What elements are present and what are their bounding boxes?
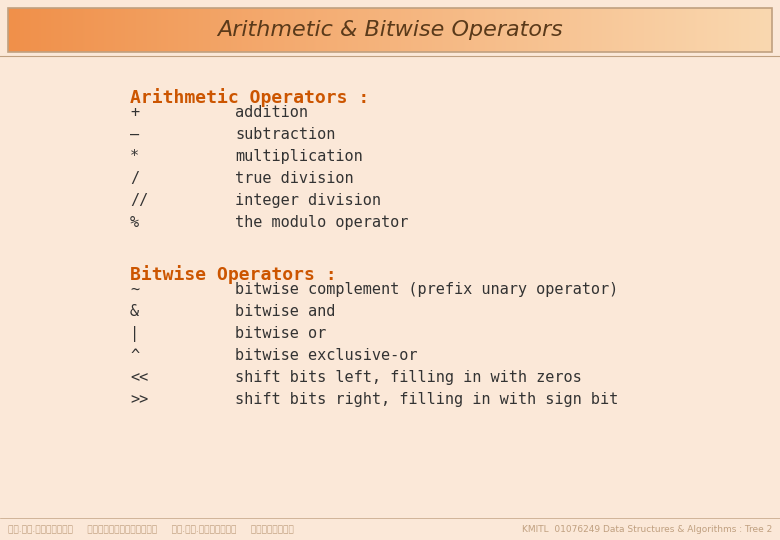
Text: |: | <box>130 326 139 342</box>
Text: –: – <box>130 127 139 142</box>
Text: multiplication: multiplication <box>235 149 363 164</box>
Text: KMITL  01076249 Data Structures & Algorithms : Tree 2: KMITL 01076249 Data Structures & Algorit… <box>522 525 772 535</box>
Text: addition: addition <box>235 105 308 120</box>
Text: %: % <box>130 215 139 230</box>
Text: Arithmetic & Bitwise Operators: Arithmetic & Bitwise Operators <box>217 20 563 40</box>
Text: subtraction: subtraction <box>235 127 335 142</box>
Text: <<: << <box>130 370 148 385</box>
Text: Arithmetic Operators :: Arithmetic Operators : <box>130 88 369 107</box>
Text: the modulo operator: the modulo operator <box>235 215 409 230</box>
Text: shift bits left, filling in with zeros: shift bits left, filling in with zeros <box>235 370 582 385</box>
Text: >>: >> <box>130 392 148 407</box>
Text: รศ.ดร.ปิยบุตร     เดชรมิตรานนท์     รศ.ดร.กุลธิดา     คริปรีย์: รศ.ดร.ปิยบุตร เดชรมิตรานนท์ รศ.ดร.กุลธิด… <box>8 525 294 535</box>
Text: bitwise and: bitwise and <box>235 304 335 319</box>
Text: &: & <box>130 304 139 319</box>
Text: bitwise exclusive-or: bitwise exclusive-or <box>235 348 417 363</box>
Text: true division: true division <box>235 171 353 186</box>
Text: bitwise or: bitwise or <box>235 326 326 341</box>
Text: /: / <box>130 171 139 186</box>
Text: ~: ~ <box>130 282 139 297</box>
Text: //: // <box>130 193 148 208</box>
Text: ^: ^ <box>130 348 139 363</box>
Text: bitwise complement (prefix unary operator): bitwise complement (prefix unary operato… <box>235 282 619 297</box>
Text: integer division: integer division <box>235 193 381 208</box>
Text: Bitwise Operators :: Bitwise Operators : <box>130 265 337 284</box>
Text: +: + <box>130 105 139 120</box>
Text: *: * <box>130 149 139 164</box>
Text: shift bits right, filling in with sign bit: shift bits right, filling in with sign b… <box>235 392 619 407</box>
